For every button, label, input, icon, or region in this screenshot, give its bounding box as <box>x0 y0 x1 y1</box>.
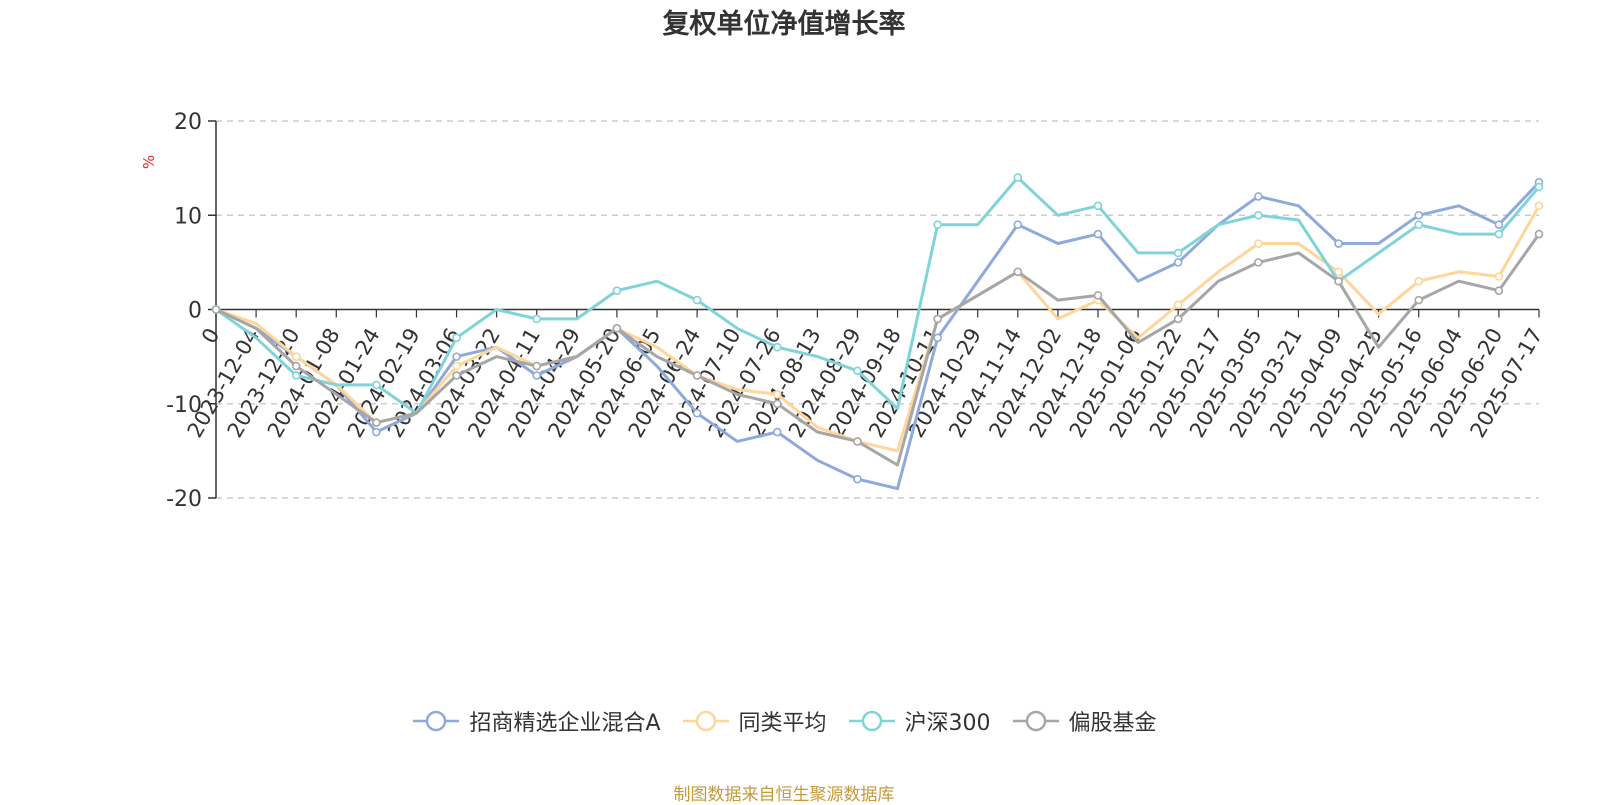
series-0-point <box>772 427 782 437</box>
legend-line-circle-icon <box>682 710 729 732</box>
series-1-point <box>452 361 461 371</box>
series-0-point <box>1254 192 1263 201</box>
axes <box>208 120 1540 499</box>
series-2-point <box>1013 173 1023 182</box>
legend-item-2[interactable]: 沪深300 <box>847 705 991 737</box>
series-3-point <box>933 314 942 324</box>
series-2-point <box>1173 248 1183 258</box>
series-3-point <box>1494 286 1504 295</box>
series-3-point <box>372 418 381 427</box>
series-1-point <box>1173 300 1183 310</box>
series-line-2 <box>215 176 1541 415</box>
series-1-point <box>772 390 782 399</box>
series-2-point <box>933 220 942 229</box>
legend-item-3[interactable]: 偏股基金 <box>1011 705 1157 737</box>
series-3-point <box>291 361 301 371</box>
y-tick-label: 20 <box>174 110 202 135</box>
source-note: 制图数据来自恒生聚源数据库 <box>673 785 895 805</box>
series-2-point <box>372 380 381 390</box>
y-tick-label: -10 <box>166 393 202 418</box>
series-3-point <box>452 371 461 380</box>
series-1-point <box>1414 276 1424 286</box>
series-1-point <box>1534 201 1544 211</box>
series-2-point <box>612 286 622 295</box>
y-tick-label: -20 <box>166 487 202 512</box>
series-3-point <box>1093 291 1103 300</box>
series-0-point <box>452 352 461 361</box>
series-line-0 <box>215 181 1541 491</box>
series-3-point <box>853 437 862 446</box>
series-0-point <box>1414 210 1424 220</box>
series-2-point <box>452 333 461 343</box>
series-3-point <box>612 324 622 333</box>
series-0-point <box>1334 239 1343 248</box>
series-3-point <box>1414 295 1424 305</box>
series-0-point <box>532 371 542 380</box>
tick-labels: 20100-10-2002023-12-042023-12-202024-01-… <box>166 110 1547 512</box>
series-2-point <box>853 366 862 376</box>
series-0-point <box>372 427 381 437</box>
legend-label: 招商精选企业混合A <box>469 711 661 736</box>
series-1-point <box>1494 272 1504 281</box>
chart-title: 复权单位净值增长率 <box>662 9 906 40</box>
legend-label: 偏股基金 <box>1068 711 1157 736</box>
series-2-point <box>772 342 782 352</box>
series-3-point <box>211 305 221 314</box>
series-2-point <box>1494 229 1504 239</box>
series-line-1 <box>215 205 1541 453</box>
series-3-point <box>1334 276 1343 286</box>
y-axis-label: % <box>140 155 158 169</box>
series-0-point <box>1093 229 1103 239</box>
legend-label: 沪深300 <box>904 711 991 736</box>
series-3-point <box>532 361 542 371</box>
legend-line-circle-icon <box>413 710 460 732</box>
series-3-point <box>1534 229 1544 239</box>
legend-line-circle-icon <box>1012 710 1059 732</box>
series-1-point <box>1334 267 1343 277</box>
series-0-point <box>933 333 942 343</box>
series-0-point <box>1494 220 1504 229</box>
series-0-point <box>1173 258 1183 267</box>
series-2-point <box>692 295 702 305</box>
series-3-point <box>1013 267 1023 277</box>
series-1-point <box>1254 239 1263 248</box>
series-2-point <box>1414 220 1424 229</box>
series-3-point <box>692 371 702 380</box>
series-3-point <box>1254 258 1263 267</box>
series-0-point <box>1013 220 1023 229</box>
series-3-point <box>1173 314 1183 324</box>
x-tick-label: 0 <box>197 324 224 348</box>
legend-item-1[interactable]: 同类平均 <box>681 705 827 737</box>
legend-line-circle-icon <box>848 710 895 732</box>
y-tick-label: 10 <box>174 204 202 229</box>
series-1-point <box>291 352 301 361</box>
series-3-point <box>772 399 782 409</box>
grid-lines <box>216 120 1539 499</box>
series-line-3 <box>215 233 1541 467</box>
series-lines <box>211 173 1544 491</box>
series-2-point <box>1093 201 1103 211</box>
series-0-point <box>692 408 702 418</box>
series-2-point <box>1254 210 1263 220</box>
legend: 招商精选企业混合A 同类平均 沪深300 偏股基金 <box>0 705 1568 737</box>
y-tick-label: 0 <box>188 299 202 324</box>
series-0-point <box>853 474 862 484</box>
legend-item-0[interactable]: 招商精选企业混合A <box>411 705 661 737</box>
legend-label: 同类平均 <box>738 711 827 736</box>
series-2-point <box>291 371 301 380</box>
series-2-point <box>1534 182 1544 192</box>
series-2-point <box>532 314 542 324</box>
